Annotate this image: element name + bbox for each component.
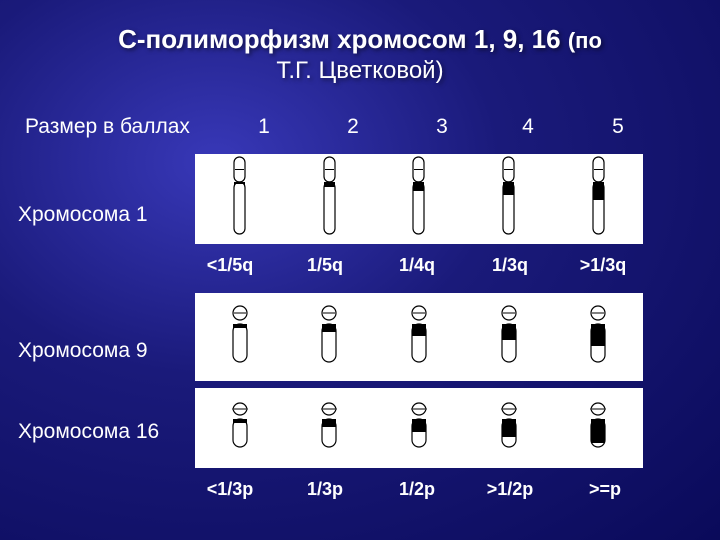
chromosome-icon (231, 155, 248, 243)
ratio-top-2: 1/4q (382, 255, 452, 276)
panel-0 (195, 154, 643, 244)
score-5: 5 (598, 115, 638, 139)
ratio-bottom-3: >1/2p (475, 479, 545, 500)
chromosome-icon (590, 155, 607, 243)
panel-2 (195, 388, 643, 468)
header-label: Размер в баллах (25, 115, 190, 139)
chromosome-icon (500, 155, 517, 243)
score-4: 4 (508, 115, 548, 139)
title-paren: (по (568, 28, 602, 53)
chromosome-icon (499, 304, 519, 371)
ratio-top-0: <1/5q (195, 255, 265, 276)
score-1: 1 (244, 115, 284, 139)
row-label-0: Хромосома 1 (18, 203, 148, 227)
ratio-bottom-1: 1/3p (290, 479, 360, 500)
ratio-top-3: 1/3q (475, 255, 545, 276)
chromosome-icon (588, 304, 608, 371)
ratio-top-1: 1/5q (290, 255, 360, 276)
chromosome-icon (588, 401, 608, 456)
chromosome-icon (499, 401, 519, 456)
ratio-top-4: >1/3q (568, 255, 638, 276)
chromosome-icon (319, 401, 339, 456)
chromosome-icon (409, 401, 429, 456)
ratio-bottom-0: <1/3p (195, 479, 265, 500)
chromosome-icon (409, 304, 429, 371)
chromosome-icon (230, 304, 250, 371)
title-main-text: С-полиморфизм хромосом 1, 9, 16 (118, 24, 561, 54)
panel-1 (195, 293, 643, 381)
chromosome-icon (230, 401, 250, 456)
chromosome-icon (321, 155, 338, 243)
row-label-2: Хромосома 16 (18, 420, 159, 444)
subtitle: Т.Г. Цветковой) (0, 55, 720, 85)
title: С-полиморфизм хромосом 1, 9, 16 (по (0, 0, 720, 55)
row-label-1: Хромосома 9 (18, 339, 148, 363)
chromosome-icon (319, 304, 339, 371)
ratio-bottom-4: >=p (570, 479, 640, 500)
score-3: 3 (422, 115, 462, 139)
ratio-bottom-2: 1/2p (382, 479, 452, 500)
score-2: 2 (333, 115, 373, 139)
chromosome-icon (410, 155, 427, 243)
